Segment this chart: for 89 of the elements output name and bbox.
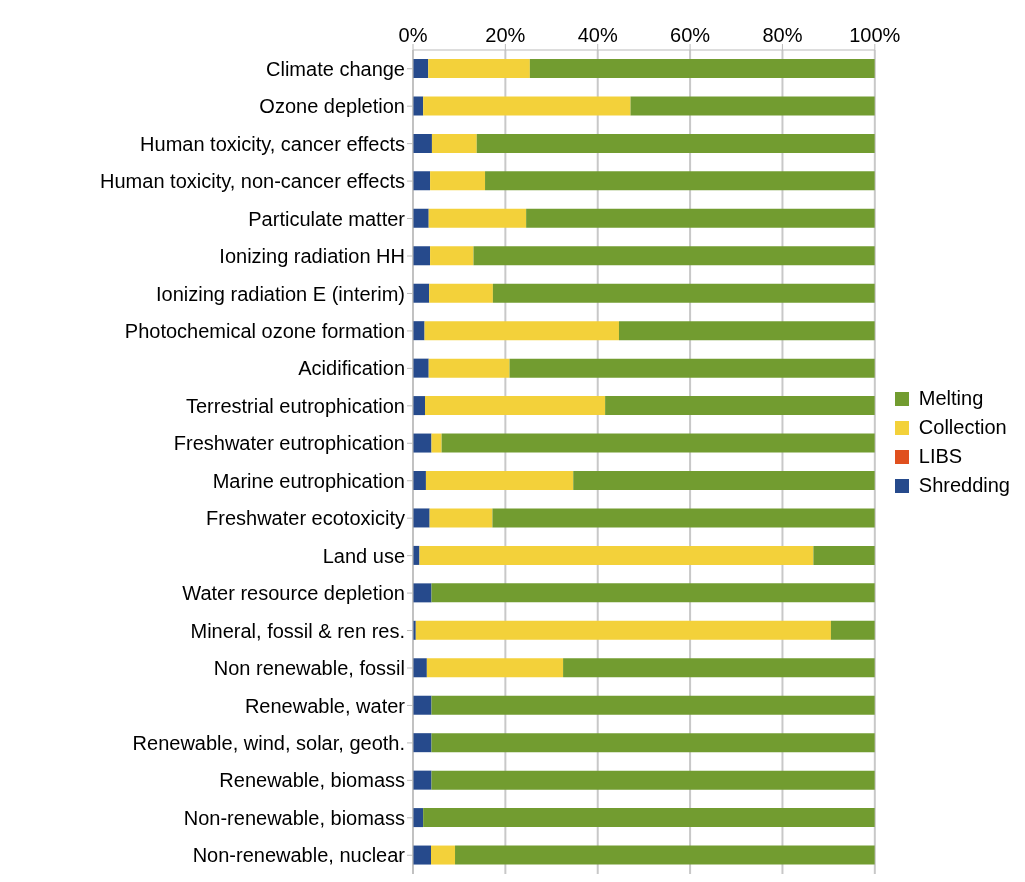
bar bbox=[429, 508, 493, 528]
x-tick-label: 60% bbox=[670, 24, 711, 46]
bar bbox=[413, 396, 426, 416]
bar bbox=[413, 658, 427, 678]
bar bbox=[413, 733, 432, 753]
bar bbox=[813, 545, 875, 565]
y-tick-label: Water resource depletion bbox=[182, 582, 405, 605]
bar bbox=[424, 321, 619, 341]
bar bbox=[413, 471, 426, 490]
y-tick-label: Terrestrial eutrophication bbox=[186, 394, 405, 417]
bar bbox=[413, 208, 429, 228]
bar bbox=[573, 471, 875, 490]
bar bbox=[413, 770, 432, 790]
y-tick-label: Renewable, water bbox=[244, 694, 406, 717]
bar bbox=[413, 845, 432, 865]
y-tick-label: Freshwater eutrophication bbox=[173, 432, 405, 455]
bar bbox=[426, 658, 564, 678]
bar bbox=[413, 433, 432, 453]
bar bbox=[413, 508, 430, 528]
x-tick-label: 40% bbox=[577, 24, 618, 46]
y-tick-label: Non-renewable, biomass bbox=[183, 806, 405, 829]
bar bbox=[413, 246, 431, 266]
y-tick-label: Non renewable, fossil bbox=[213, 657, 405, 680]
y-tick-label: Climate change bbox=[266, 57, 405, 80]
legend-label: Melting bbox=[918, 387, 984, 410]
bar bbox=[413, 283, 430, 303]
y-tick-label: Photochemical ozone formation bbox=[124, 320, 405, 343]
bar bbox=[413, 321, 425, 341]
bar bbox=[526, 208, 875, 228]
bar bbox=[473, 246, 875, 266]
bar bbox=[430, 246, 474, 266]
bar bbox=[618, 321, 875, 341]
y-tick-label: Ionizing radiation E (interim) bbox=[156, 282, 405, 305]
y-tick-label: Human toxicity, cancer effects bbox=[140, 132, 405, 155]
bar bbox=[428, 208, 527, 228]
bar bbox=[413, 59, 429, 78]
bar bbox=[431, 845, 456, 865]
bar bbox=[428, 59, 530, 78]
bar bbox=[423, 96, 631, 116]
bar bbox=[563, 658, 875, 678]
bar bbox=[431, 770, 875, 790]
bar bbox=[425, 396, 606, 416]
y-tick-label: Renewable, wind, solar, geoth. bbox=[132, 732, 405, 755]
y-tick-label: Non-renewable, nuclear bbox=[192, 844, 406, 867]
y-tick-label: Ozone depletion bbox=[259, 95, 405, 118]
y-tick-label: Ionizing radiation HH bbox=[219, 245, 405, 268]
bar bbox=[830, 620, 875, 640]
y-tick-label: Acidification bbox=[298, 357, 405, 380]
bar bbox=[430, 171, 486, 191]
y-tick-label: Freshwater ecotoxicity bbox=[206, 507, 405, 530]
bar bbox=[529, 59, 875, 78]
bar bbox=[413, 171, 431, 191]
bar bbox=[413, 133, 432, 153]
legend-label: LIBS bbox=[918, 445, 963, 468]
bar bbox=[492, 508, 875, 528]
bar bbox=[413, 695, 432, 715]
bar bbox=[423, 808, 875, 828]
legend-label: Collection bbox=[918, 416, 1007, 439]
x-tick-label: 80% bbox=[762, 24, 803, 46]
x-tick-label: 0% bbox=[398, 24, 428, 46]
y-tick-label: Human toxicity, non-cancer effects bbox=[100, 170, 405, 193]
x-tick-label: 100% bbox=[849, 24, 901, 46]
bar bbox=[509, 358, 875, 378]
bar bbox=[431, 695, 875, 715]
bar bbox=[485, 171, 875, 191]
y-tick-label: Renewable, biomass bbox=[219, 769, 405, 792]
bar bbox=[431, 133, 477, 153]
bar bbox=[441, 433, 875, 453]
bar bbox=[428, 358, 510, 378]
x-tick-label: 20% bbox=[485, 24, 526, 46]
bar bbox=[415, 620, 831, 640]
bar bbox=[605, 396, 875, 416]
bar bbox=[455, 845, 875, 865]
bar bbox=[476, 133, 875, 153]
y-tick-label: Land use bbox=[322, 544, 405, 567]
bar bbox=[431, 583, 875, 603]
y-tick-label: Particulate matter bbox=[248, 207, 406, 230]
legend-label: Shredding bbox=[918, 474, 1010, 497]
bar bbox=[630, 96, 875, 116]
y-tick-label: Mineral, fossil & ren res. bbox=[190, 619, 405, 642]
y-tick-label: Marine eutrophication bbox=[212, 469, 405, 492]
bar bbox=[413, 358, 429, 378]
bar bbox=[431, 433, 442, 453]
bar bbox=[492, 283, 875, 303]
bar bbox=[431, 733, 875, 753]
bar bbox=[419, 545, 814, 565]
bar bbox=[429, 283, 493, 303]
bar bbox=[425, 471, 574, 490]
bar bbox=[413, 583, 432, 603]
